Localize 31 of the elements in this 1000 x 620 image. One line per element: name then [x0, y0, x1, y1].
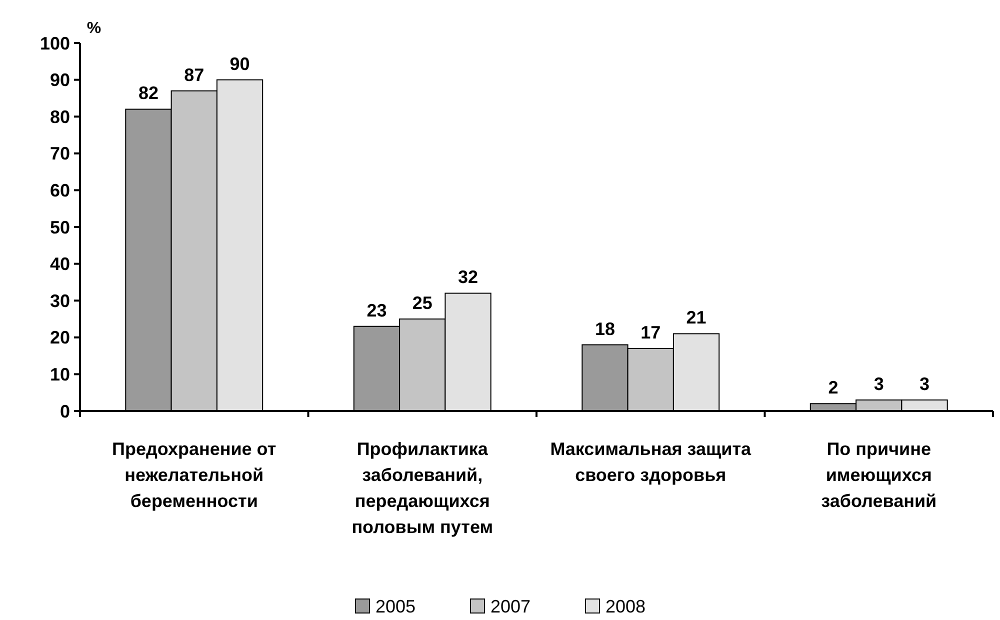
- data-label: 17: [640, 322, 661, 342]
- y-tick-label: 60: [50, 180, 70, 200]
- data-label: 87: [184, 64, 204, 85]
- data-label: 3: [920, 374, 930, 394]
- data-label: 32: [458, 267, 478, 288]
- legend-label: 2005: [376, 596, 416, 616]
- data-label: 23: [366, 300, 387, 320]
- data-label: 2: [828, 378, 838, 398]
- data-label: 21: [686, 308, 706, 328]
- y-tick-label: 50: [50, 217, 70, 238]
- y-tick-label: 40: [50, 254, 70, 274]
- legend-label: 2007: [490, 596, 531, 616]
- y-tick-label: 100: [40, 33, 70, 54]
- y-tick-label: 10: [50, 364, 70, 384]
- y-tick-label: 30: [50, 290, 70, 311]
- data-label: 90: [230, 54, 250, 74]
- y-axis-title: %: [86, 20, 102, 37]
- data-label: 82: [138, 83, 158, 104]
- x-tick-label: Профилактика заболеваний, передающихся половым путем: [352, 439, 494, 537]
- y-tick-label: 90: [50, 70, 70, 90]
- data-label: 3: [874, 374, 884, 394]
- y-tick-label: 70: [50, 144, 70, 164]
- y-tick-label: 0: [60, 401, 70, 422]
- x-tick-label: По причине имеющихся заболеваний: [821, 439, 937, 511]
- x-tick-label: Предохранение от нежелательной беременности: [112, 439, 276, 511]
- data-label: 25: [412, 293, 432, 313]
- y-tick-label: 80: [50, 106, 70, 127]
- legend-label: 2008: [606, 596, 646, 616]
- x-tick-label: Максимальная защита своего здоровья: [550, 439, 752, 485]
- y-tick-label: 20: [50, 328, 70, 348]
- data-label: 18: [594, 318, 615, 339]
